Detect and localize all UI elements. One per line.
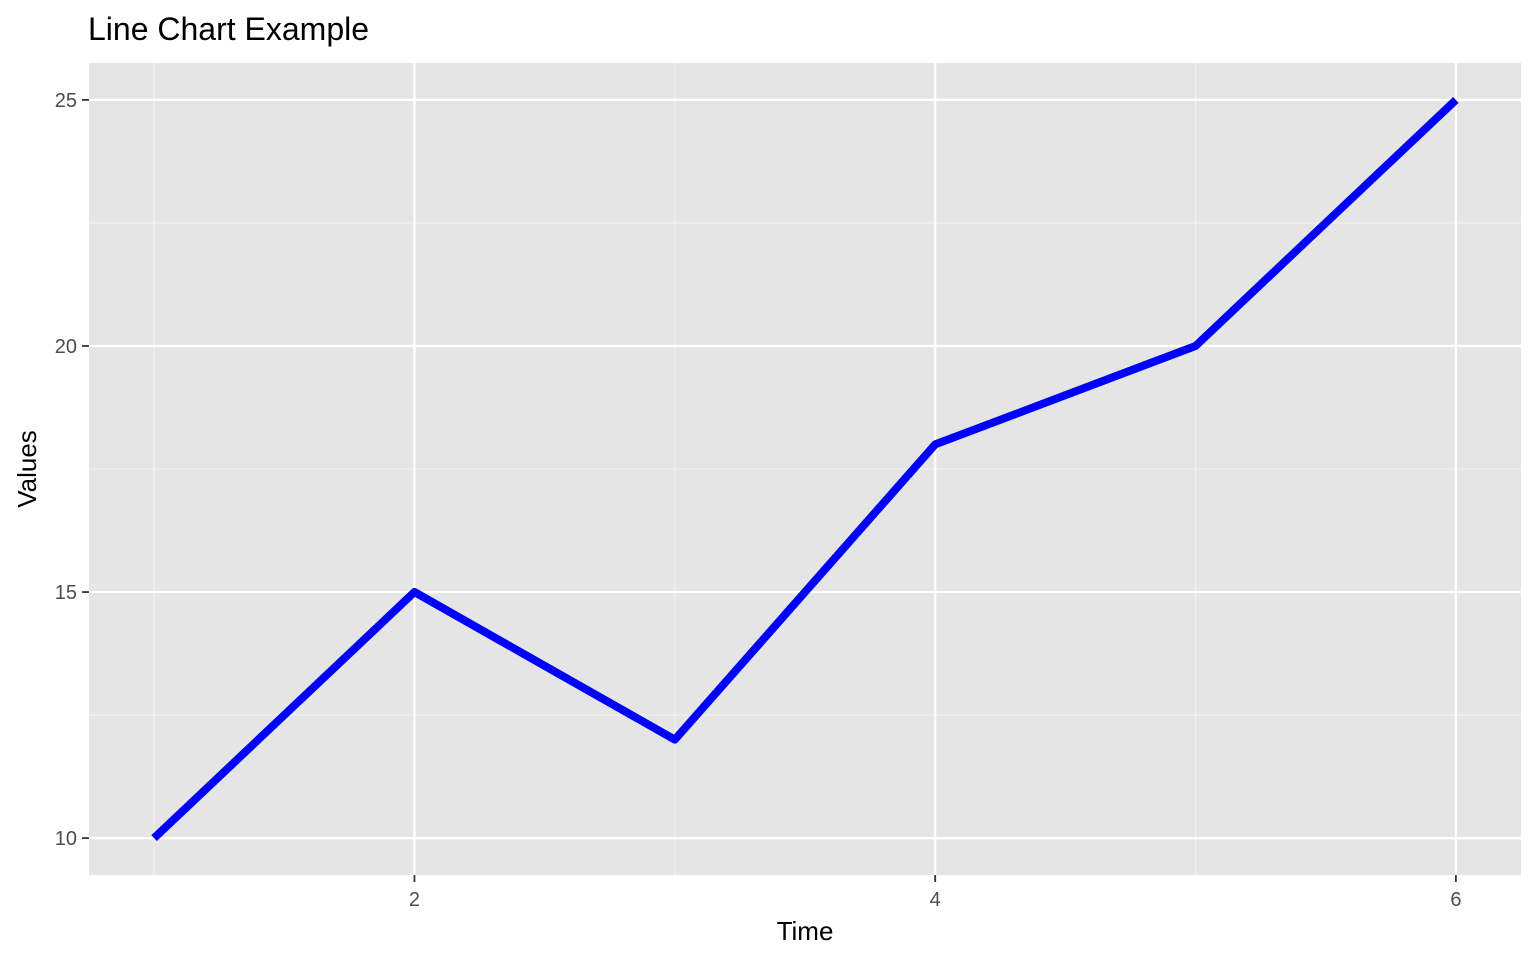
- y-tick-label: 20: [55, 336, 77, 358]
- series-layer: [151, 97, 1459, 841]
- y-axis-title: Values: [12, 430, 42, 508]
- x-tick-label: 2: [409, 889, 420, 911]
- minor-gridlines: [89, 63, 1521, 875]
- chart-title: Line Chart Example: [88, 11, 369, 47]
- y-tick-label: 10: [55, 828, 77, 850]
- y-tick-label: 25: [55, 90, 77, 112]
- x-tick-label: 6: [1450, 889, 1461, 911]
- x-tick-label: 4: [930, 889, 941, 911]
- x-axis-title: Time: [777, 916, 834, 946]
- axes: 2 4 6 10 15 20 25: [55, 90, 1462, 911]
- y-tick-label: 15: [55, 582, 77, 604]
- series-line-1: [151, 97, 1459, 841]
